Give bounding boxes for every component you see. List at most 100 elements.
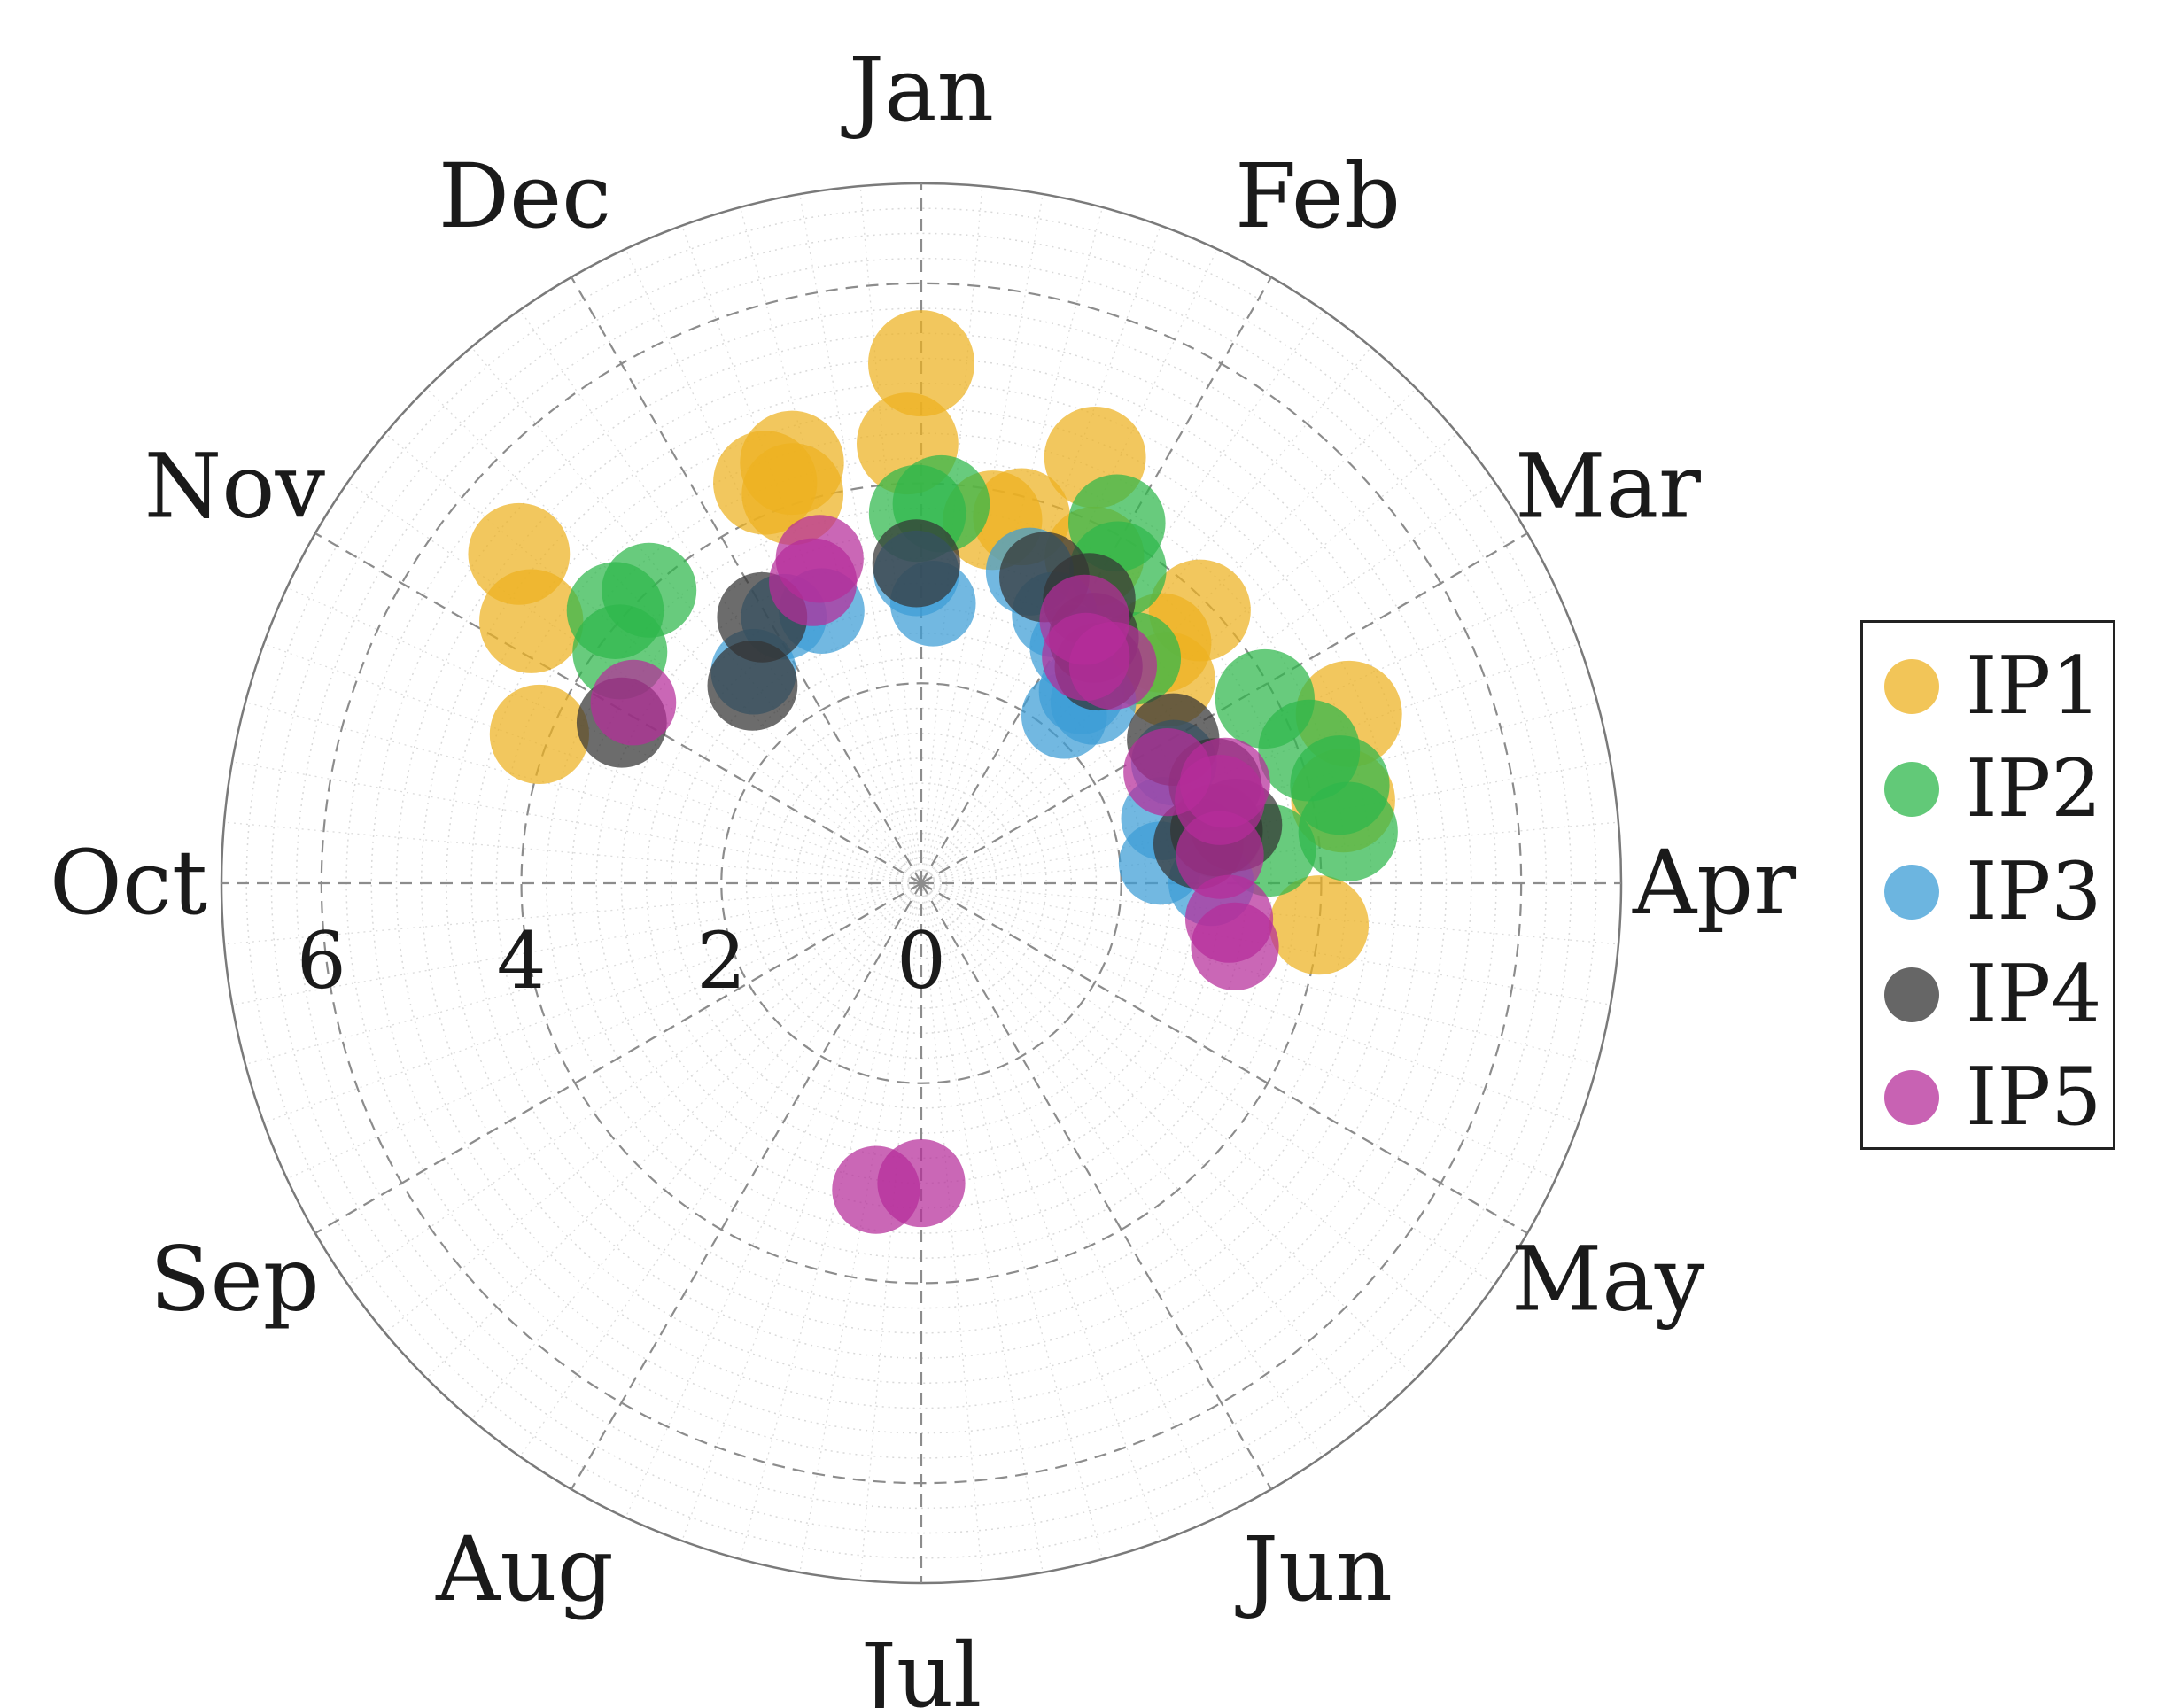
- minor-spoke: [384, 432, 922, 884]
- minor-spoke: [245, 701, 922, 884]
- minor-spoke: [739, 206, 922, 884]
- data-point-ip1: [468, 502, 571, 605]
- minor-ring: [370, 332, 1472, 1434]
- data-points: [468, 310, 1402, 1234]
- legend-swatch-ip1: [1884, 659, 1939, 714]
- legend-swatch-ip3: [1884, 865, 1939, 920]
- minor-spoke: [920, 882, 1495, 1285]
- legend-item-ip1: IP1: [1884, 635, 2113, 738]
- month-label-jun: Jun: [1235, 1518, 1393, 1621]
- minor-ring: [495, 457, 1347, 1309]
- minor-spoke: [739, 882, 922, 1560]
- legend-label-ip2: IP2: [1966, 742, 2102, 835]
- minor-spoke: [920, 193, 1044, 884]
- minor-spoke: [920, 481, 1495, 884]
- minor-spoke: [859, 882, 922, 1581]
- data-point-ip1: [868, 310, 974, 417]
- legend-label-ip5: IP5: [1966, 1051, 2102, 1144]
- data-point-ip2: [1298, 781, 1398, 881]
- minor-spoke: [223, 882, 922, 945]
- major-spoke: [920, 882, 1272, 1490]
- minor-spoke: [245, 882, 922, 1066]
- month-label-feb: Feb: [1235, 144, 1401, 248]
- data-point-ip5: [832, 1145, 920, 1234]
- minor-spoke: [384, 882, 922, 1334]
- month-label-may: May: [1511, 1228, 1705, 1331]
- minor-spoke: [920, 701, 1598, 884]
- minor-spoke: [920, 882, 1556, 1180]
- minor-spoke: [425, 882, 922, 1379]
- minor-spoke: [231, 882, 922, 1005]
- minor-spoke: [920, 882, 1104, 1560]
- month-label-jul: Jul: [853, 1624, 982, 1708]
- minor-spoke: [920, 346, 1372, 884]
- data-point-ip4: [707, 640, 798, 731]
- minor-spoke: [920, 882, 1044, 1573]
- minor-spoke: [920, 821, 1619, 884]
- minor-spoke: [231, 761, 922, 884]
- data-point-ip5: [1191, 902, 1279, 990]
- minor-spoke: [347, 481, 922, 884]
- minor-spoke: [920, 882, 1458, 1334]
- minor-spoke: [920, 185, 983, 884]
- minor-spoke: [470, 882, 922, 1420]
- minor-ring: [820, 782, 1022, 984]
- minor-spoke: [920, 586, 1556, 884]
- minor-spoke: [920, 882, 1218, 1518]
- radial-tick-label: 0: [897, 915, 946, 1006]
- data-point-ip1: [489, 684, 589, 785]
- radial-tick-label: 2: [696, 915, 746, 1006]
- data-point-ip5: [590, 659, 677, 746]
- minor-ring: [270, 232, 1572, 1534]
- minor-spoke: [681, 225, 922, 884]
- minor-spoke: [920, 761, 1611, 884]
- data-point-ip1: [1269, 875, 1370, 975]
- month-label-mar: Mar: [1515, 435, 1701, 539]
- minor-spoke: [920, 882, 1611, 1005]
- axis-labels: Jan Feb Mar Apr May Jun Jul Aug Sep Oct Nov Dec 6 4 2 0: [50, 38, 1796, 1708]
- major-spoke: [314, 882, 922, 1234]
- minor-spoke: [799, 193, 922, 884]
- major-spoke: [571, 882, 922, 1490]
- minor-spoke: [263, 882, 922, 1123]
- month-label-nov: Nov: [144, 435, 326, 539]
- legend-item-ip4: IP4: [1884, 943, 2113, 1046]
- major-spoke: [920, 882, 1528, 1234]
- month-label-oct: Oct: [50, 831, 207, 935]
- minor-spoke: [286, 586, 922, 884]
- minor-spoke: [920, 882, 1580, 1123]
- minor-spoke: [920, 882, 1372, 1420]
- minor-spoke: [625, 248, 922, 884]
- month-label-sep: Sep: [150, 1228, 320, 1331]
- data-point-ip1: [740, 410, 844, 516]
- month-label-dec: Dec: [439, 144, 611, 248]
- minor-spoke: [920, 643, 1580, 884]
- data-point-ip4: [872, 519, 960, 608]
- minor-spoke: [920, 309, 1324, 884]
- minor-spoke: [519, 882, 922, 1457]
- legend-label-ip4: IP4: [1966, 948, 2102, 1041]
- minor-spoke: [920, 882, 1598, 1066]
- minor-spoke: [681, 882, 922, 1541]
- month-label-jan: Jan: [841, 38, 994, 142]
- minor-spoke: [920, 432, 1458, 884]
- major-ring: [720, 682, 1122, 1084]
- data-point-ip5: [769, 538, 858, 626]
- minor-spoke: [859, 185, 922, 884]
- minor-spoke: [470, 346, 922, 884]
- minor-spoke: [625, 882, 922, 1518]
- data-point-ip5: [1068, 621, 1158, 710]
- radial-tick-label: 4: [497, 915, 547, 1006]
- minor-spoke: [920, 248, 1218, 884]
- minor-ring: [295, 257, 1548, 1510]
- legend-item-ip2: IP2: [1884, 738, 2113, 841]
- legend-swatch-ip2: [1884, 762, 1939, 817]
- minor-ring: [395, 357, 1448, 1409]
- minor-spoke: [920, 387, 1417, 884]
- month-label-apr: Apr: [1632, 831, 1796, 935]
- minor-spoke: [263, 643, 922, 884]
- minor-spoke: [519, 309, 922, 884]
- legend-swatch-ip4: [1884, 967, 1939, 1022]
